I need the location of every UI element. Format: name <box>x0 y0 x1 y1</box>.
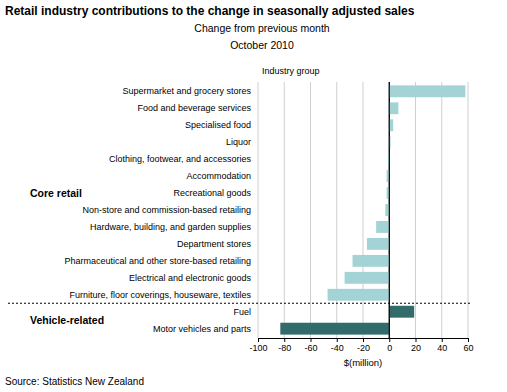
category-label: Hardware, building, and garden supplies <box>90 222 252 232</box>
x-tick: -100 <box>249 338 267 353</box>
category-label: Specialised food <box>185 120 251 130</box>
grid-line <box>415 82 416 338</box>
x-tick-label: 0 <box>387 343 392 353</box>
x-tick-mark <box>416 338 417 342</box>
x-tick-mark <box>284 338 285 342</box>
x-tick-mark <box>337 338 338 342</box>
category-label: Pharmaceutical and other store-based ret… <box>64 256 251 266</box>
bar <box>376 221 389 233</box>
x-tick: -20 <box>357 338 370 353</box>
x-tick: -80 <box>278 338 291 353</box>
x-tick: 60 <box>463 338 473 353</box>
y-tick: Electrical and electronic goods <box>129 273 257 283</box>
category-label: Liquor <box>226 137 251 147</box>
bar <box>389 119 393 131</box>
x-tick: 0 <box>387 338 392 353</box>
y-tick: Clothing, footwear, and accessories <box>109 154 257 164</box>
grid-line <box>310 82 311 338</box>
y-tick: Hardware, building, and garden supplies <box>90 222 257 232</box>
x-tick: 40 <box>437 338 447 353</box>
category-label: Clothing, footwear, and accessories <box>109 154 252 164</box>
x-tick-mark <box>363 338 364 342</box>
y-tick: Liquor <box>226 137 257 147</box>
group-label: Core retail <box>30 187 82 199</box>
zero-line <box>389 82 390 338</box>
bar <box>389 85 465 97</box>
bar <box>345 272 390 284</box>
x-tick-label: 60 <box>463 343 473 353</box>
grid-line <box>468 82 469 338</box>
y-tick: Specialised food <box>185 120 257 130</box>
category-label: Supermarket and grocery stores <box>122 86 251 96</box>
bar <box>389 102 398 114</box>
y-tick: Supermarket and grocery stores <box>122 86 257 96</box>
x-tick-mark <box>442 338 443 342</box>
x-tick-label: -100 <box>249 343 267 353</box>
category-label: Fuel <box>233 307 251 317</box>
title: Retail industry contributions to the cha… <box>5 4 415 18</box>
category-label: Non-store and commission-based retailing <box>82 205 251 215</box>
group-separator <box>8 303 470 304</box>
y-tick: Food and beverage services <box>137 103 257 113</box>
group-label: Vehicle-related <box>30 314 104 326</box>
y-tick: Furniture, floor coverings, houseware, t… <box>69 290 257 300</box>
axis-line <box>259 339 469 343</box>
category-label: Motor vehicles and parts <box>153 324 252 334</box>
x-tick: -40 <box>331 338 344 353</box>
y-tick: Recreational goods <box>173 188 257 198</box>
x-tick-label: 20 <box>411 343 421 353</box>
x-tick: 20 <box>411 338 421 353</box>
x-tick-label: -60 <box>304 343 317 353</box>
category-label: Electrical and electronic goods <box>129 273 252 283</box>
y-tick: Fuel <box>233 307 257 317</box>
x-tick-mark <box>311 338 312 342</box>
grid-line <box>389 82 390 338</box>
category-label: Food and beverage services <box>137 103 251 113</box>
x-axis-title: $(million) <box>344 357 383 368</box>
y-tick: Accommodation <box>186 171 257 181</box>
y-tick: Department stores <box>177 239 257 249</box>
x-tick-label: -20 <box>357 343 370 353</box>
bar <box>353 255 390 267</box>
bar <box>385 204 389 216</box>
bar <box>389 306 414 318</box>
bars <box>280 85 465 334</box>
x-tick-label: -40 <box>331 343 344 353</box>
subtitle: Change from previous month <box>194 22 330 34</box>
y-axis: Supermarket and grocery stores Food and b… <box>64 86 257 333</box>
x-axis: -100 -80 -60 -40 -20 0 20 40 60 <box>249 338 473 353</box>
x-tick-mark <box>468 338 469 342</box>
category-label: Recreational goods <box>173 188 251 198</box>
x-tick-mark <box>389 338 390 342</box>
bar <box>328 289 390 301</box>
source: Source: Statistics New Zealand <box>5 376 144 387</box>
category-label: Department stores <box>177 239 252 249</box>
y-axis-title: Industry group <box>262 66 320 76</box>
y-tick: Motor vehicles and parts <box>153 324 257 334</box>
category-label: Accommodation <box>186 171 251 181</box>
grid <box>258 82 468 338</box>
x-tick-label: -80 <box>278 343 291 353</box>
grid-line <box>258 82 259 338</box>
subtitle: October 2010 <box>230 39 294 51</box>
chart: Retail industry contributions to the cha… <box>0 0 507 392</box>
x-tick-mark <box>258 338 259 342</box>
y-tick: Pharmaceutical and other store-based ret… <box>64 256 257 266</box>
bar <box>367 238 389 250</box>
grid-line <box>284 82 285 338</box>
bar <box>280 323 389 335</box>
y-tick: Non-store and commission-based retailing <box>82 205 257 215</box>
category-label: Furniture, floor coverings, houseware, t… <box>69 290 251 300</box>
x-tick: -60 <box>304 338 317 353</box>
grid-line <box>441 82 442 338</box>
x-tick-label: 40 <box>437 343 447 353</box>
